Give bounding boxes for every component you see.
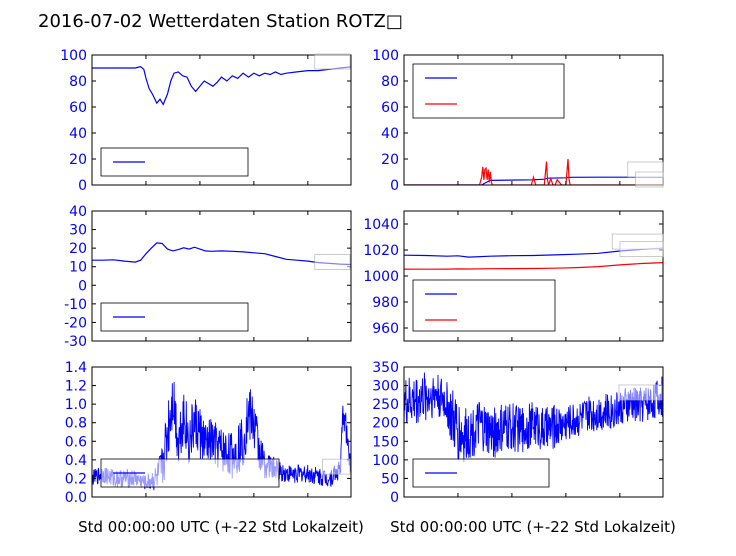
legend-precipitation (412, 63, 565, 119)
value-annotation-box (635, 171, 664, 188)
xlabel-right: Std 00:00:00 UTC (+-22 Std Lokalzeit) (390, 518, 676, 536)
y-tick-label: 150 (372, 434, 399, 450)
y-tick-label: 0.2 (65, 471, 87, 487)
y-tick-label: 250 (372, 397, 399, 413)
y-tick-label: 0.6 (65, 434, 87, 450)
legend-box (412, 279, 556, 332)
y-tick-label: 10 (69, 260, 87, 276)
y-tick-label: 20 (381, 152, 399, 168)
y-tick-label: 980 (372, 295, 399, 311)
y-tick-label: 0.8 (65, 416, 87, 432)
plot-frame (91, 210, 352, 342)
legend-humidity (100, 147, 249, 177)
y-tick-label: 1.4 (65, 360, 87, 376)
legend-pressure (412, 279, 556, 332)
panel-wind-direction: 0 50 100 150 200 250 300 350 (372, 360, 664, 506)
legend-wind-direction (412, 458, 550, 488)
y-tick-label: 30 (69, 223, 87, 239)
legend-temperature (100, 302, 249, 332)
y-tick-label: 1.0 (65, 397, 87, 413)
legend-box (412, 63, 565, 119)
y-tick-label: 40 (69, 126, 87, 142)
y-tick-label: 350 (372, 360, 399, 376)
panel-humidity: 0 20 40 60 80 100 (60, 48, 352, 194)
series-line-pressure-0 (404, 247, 663, 258)
y-tick-label: 40 (381, 126, 399, 142)
value-annotation-box (314, 254, 351, 270)
plot-frame (403, 54, 664, 186)
series-line-wind-direction-0 (404, 372, 663, 463)
chart-panels: 020406080100020406080100-30-20-100102030… (60, 48, 664, 506)
y-tick-label: 0.4 (65, 453, 87, 469)
panel-wind-speed: 0.0 0.2 0.4 0.6 0.8 1.0 1.2 1.4 (65, 360, 352, 506)
value-annotation-box (619, 241, 664, 257)
y-tick-label: -20 (64, 315, 87, 331)
y-tick-label: 0 (78, 278, 87, 294)
y-tick-label: -10 (64, 297, 87, 313)
y-tick-label: 20 (69, 241, 87, 257)
figure-title: 2016-07-02 Wetterdaten Station ROTZ□ (38, 11, 403, 32)
y-tick-label: 100 (60, 48, 87, 64)
y-tick-label: 0 (390, 490, 399, 506)
series-line-precipitation-0 (404, 176, 663, 185)
y-tick-label: 0.0 (65, 490, 87, 506)
y-tick-label: 1000 (363, 269, 399, 285)
y-tick-label: 200 (372, 416, 399, 432)
series-line-temperature-0 (92, 242, 351, 266)
series-line-humidity-0 (92, 66, 351, 106)
y-tick-label: 80 (381, 74, 399, 90)
plot-frame (91, 54, 352, 186)
y-tick-label: 0 (390, 178, 399, 194)
y-tick-label: 300 (372, 379, 399, 395)
y-tick-label: 0 (78, 178, 87, 194)
y-tick-label: 1.2 (65, 379, 87, 395)
panel-precipitation: 0 20 40 60 80 100 (372, 48, 664, 194)
y-tick-label: 960 (372, 321, 399, 337)
y-tick-label: 20 (69, 152, 87, 168)
y-tick-label: 60 (69, 100, 87, 116)
plot-frame (403, 366, 664, 498)
y-tick-label: 40 (69, 204, 87, 220)
y-tick-label: 100 (372, 453, 399, 469)
value-annotation-box (618, 384, 663, 401)
y-tick-label: 1020 (363, 243, 399, 259)
panel-pressure: 960 980 1000 1020 1040 (363, 210, 664, 342)
y-tick-label: 80 (69, 74, 87, 90)
y-tick-label: 1040 (363, 217, 399, 233)
panel-temperature: -30 -20 -10 0 10 20 30 40 (64, 204, 352, 350)
series-line-pressure-1 (404, 262, 663, 270)
legend-wind-speed (100, 458, 280, 488)
y-tick-label: 100 (372, 48, 399, 64)
plot-frame (91, 366, 352, 498)
value-annotation-box (322, 458, 351, 475)
y-tick-label: -30 (64, 334, 87, 350)
value-annotation-box (314, 53, 351, 70)
y-tick-label: 50 (381, 471, 399, 487)
y-tick-label: 60 (381, 100, 399, 116)
series-line-precipitation-1 (404, 158, 663, 185)
xlabel-left: Std 00:00:00 UTC (+-22 Std Lokalzeit) (78, 518, 364, 536)
